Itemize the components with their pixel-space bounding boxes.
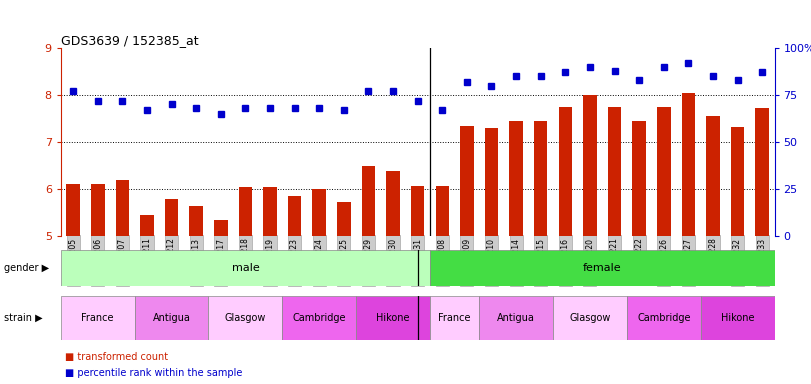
Bar — [91, 184, 105, 236]
Text: Hikone: Hikone — [721, 313, 754, 323]
Bar — [312, 189, 326, 236]
Text: Cambridge: Cambridge — [637, 313, 690, 323]
Bar — [190, 205, 203, 236]
Bar — [701, 296, 775, 340]
Bar — [61, 296, 135, 340]
Text: Glasgow: Glasgow — [225, 313, 266, 323]
Bar — [264, 187, 277, 236]
Bar — [633, 121, 646, 236]
Bar — [509, 121, 523, 236]
Bar — [559, 107, 572, 236]
Text: ■ transformed count: ■ transformed count — [65, 352, 168, 362]
Bar — [485, 128, 498, 236]
Bar — [430, 250, 775, 286]
Bar — [755, 108, 769, 236]
Bar — [61, 250, 430, 286]
Bar — [214, 220, 228, 236]
Bar — [140, 215, 154, 236]
Bar — [430, 296, 479, 340]
Bar — [337, 202, 350, 236]
Bar — [627, 296, 701, 340]
Text: Cambridge: Cambridge — [293, 313, 346, 323]
Bar — [460, 126, 474, 236]
Bar — [681, 93, 695, 236]
Bar — [436, 186, 449, 236]
Bar — [67, 184, 80, 236]
Bar — [282, 296, 356, 340]
Bar — [553, 296, 627, 340]
Bar — [583, 95, 597, 236]
Text: gender ▶: gender ▶ — [4, 263, 49, 273]
Bar — [116, 180, 129, 236]
Bar — [411, 186, 424, 236]
Text: ■ percentile rank within the sample: ■ percentile rank within the sample — [65, 368, 242, 378]
Bar — [208, 296, 282, 340]
Bar — [165, 199, 178, 236]
Text: Hikone: Hikone — [376, 313, 410, 323]
Text: Antigua: Antigua — [497, 313, 535, 323]
Text: strain ▶: strain ▶ — [4, 313, 43, 323]
Bar — [135, 296, 208, 340]
Bar — [534, 121, 547, 236]
Bar — [657, 107, 671, 236]
Text: Antigua: Antigua — [152, 313, 191, 323]
Bar — [356, 296, 430, 340]
Bar — [386, 171, 400, 236]
Text: France: France — [81, 313, 114, 323]
Bar — [607, 107, 621, 236]
Bar — [731, 127, 744, 236]
Text: GDS3639 / 152385_at: GDS3639 / 152385_at — [61, 34, 199, 47]
Bar — [479, 296, 553, 340]
Bar — [706, 116, 719, 236]
Bar — [288, 196, 302, 236]
Text: France: France — [438, 313, 471, 323]
Bar — [362, 166, 375, 236]
Bar — [238, 187, 252, 236]
Text: Glasgow: Glasgow — [569, 313, 611, 323]
Text: male: male — [231, 263, 260, 273]
Text: female: female — [583, 263, 621, 273]
